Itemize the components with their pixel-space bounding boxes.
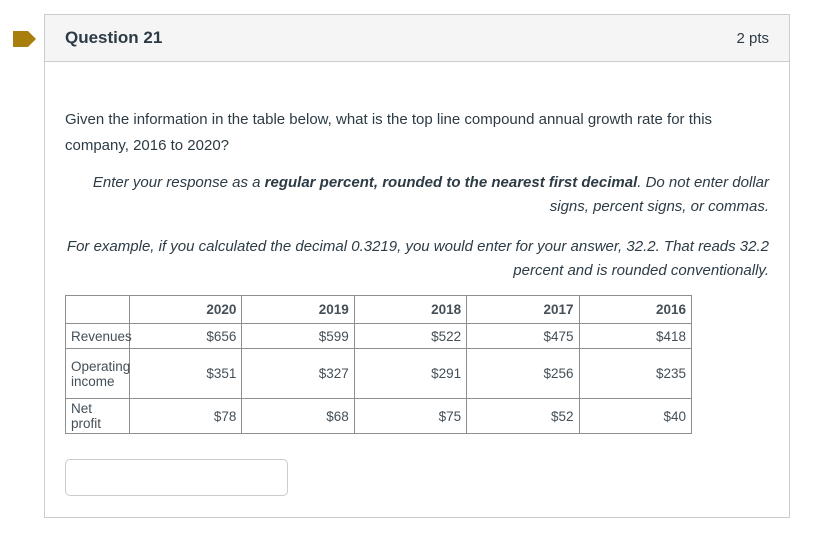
revenues-2017: $475 <box>466 323 580 349</box>
operating-income-2020: $351 <box>128 348 243 399</box>
operating-income-2018: $291 <box>353 348 468 399</box>
row-label-net-profit: Net profit <box>65 398 130 434</box>
table-row-operating-income: Operating income $351 $327 $291 $256 $23… <box>65 348 693 399</box>
row-label-operating-income: Operating income <box>65 348 130 399</box>
row-label-revenues: Revenues <box>65 323 132 349</box>
table-header-year-2019: 2019 <box>241 295 355 324</box>
net-profit-2020: $78 <box>128 398 243 434</box>
question-container: Question 21 2 pts Given the information … <box>44 14 790 518</box>
operating-income-2019: $327 <box>241 348 355 399</box>
table-header-year-2017: 2017 <box>466 295 580 324</box>
table-header-year-2016: 2016 <box>578 295 693 324</box>
net-profit-2016: $40 <box>578 398 693 434</box>
revenues-2019: $599 <box>241 323 355 349</box>
financials-table: 2020 2019 2018 2017 2016 Revenues $656 $… <box>65 295 693 434</box>
question-title: Question 21 <box>65 28 163 47</box>
question-flag-icon <box>13 31 36 47</box>
instruction-text: Enter your response as a regular percent… <box>65 171 769 219</box>
question-header: Question 21 2 pts <box>45 15 789 62</box>
net-profit-2017: $52 <box>466 398 580 434</box>
revenues-2016: $418 <box>578 323 693 349</box>
example-text: For example, if you calculated the decim… <box>66 238 769 279</box>
table-header-empty-cell <box>65 295 130 324</box>
instruction-text-post: . Do not enter dollar signs, percent sig… <box>549 174 769 215</box>
revenues-2020: $656 <box>128 323 243 349</box>
operating-income-2016: $235 <box>578 348 693 399</box>
revenues-2018: $522 <box>353 323 468 349</box>
operating-income-2017: $256 <box>466 348 580 399</box>
net-profit-2018: $75 <box>353 398 468 434</box>
table-row-net-profit: Net profit $78 $68 $75 $52 $40 <box>65 398 693 434</box>
question-body: Given the information in the table below… <box>45 107 789 496</box>
table-row-revenues: Revenues $656 $599 $522 $475 $418 <box>65 323 693 349</box>
table-header-year-2020: 2020 <box>128 295 243 324</box>
table-header-row: 2020 2019 2018 2017 2016 <box>65 295 693 324</box>
table-header-year-2018: 2018 <box>353 295 468 324</box>
instruction-text-pre: Enter your response as a <box>92 174 265 191</box>
instruction-text-bold: regular percent, rounded to the nearest … <box>264 174 638 191</box>
net-profit-2019: $68 <box>241 398 355 434</box>
question-points: 2 pts <box>736 29 769 47</box>
question-text: Given the information in the table below… <box>65 111 713 154</box>
answer-input[interactable] <box>65 459 288 496</box>
